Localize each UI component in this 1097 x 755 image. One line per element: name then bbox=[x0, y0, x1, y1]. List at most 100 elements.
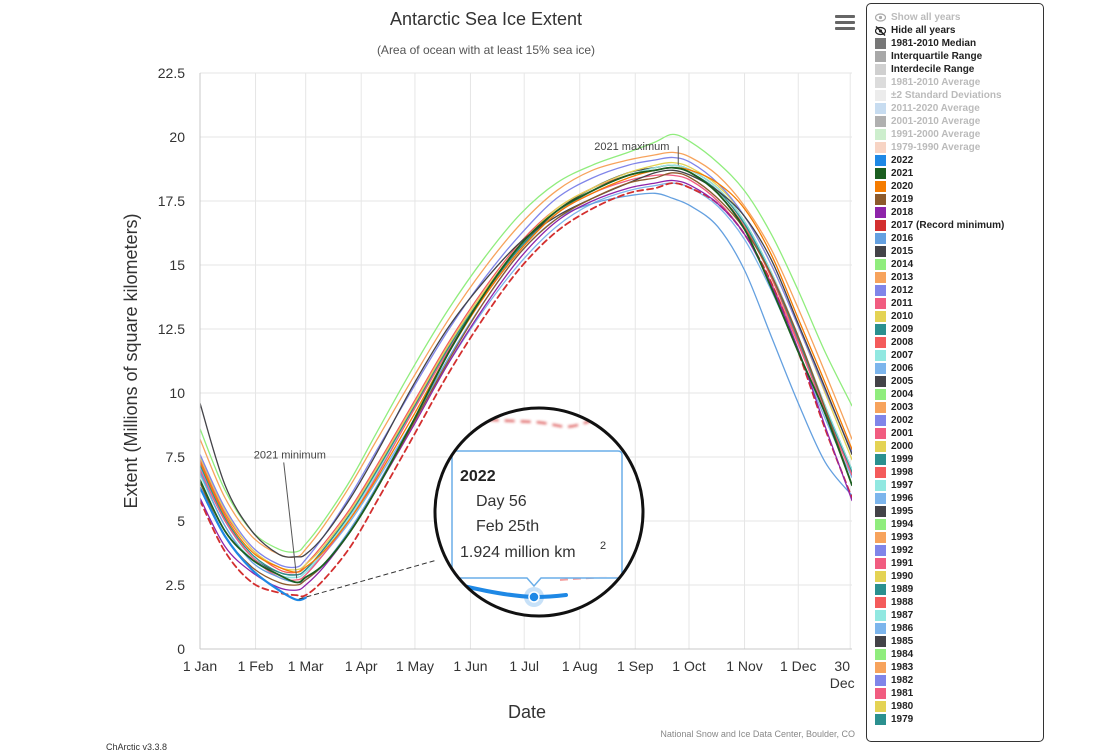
y-tick-label: 0 bbox=[177, 641, 185, 657]
legend-item[interactable]: 2022 bbox=[875, 154, 1043, 167]
legend-item[interactable]: 2004 bbox=[875, 388, 1043, 401]
zoom-content: 2022 Day 56 Feb 25th 1.924 million km 2 bbox=[435, 408, 643, 607]
x-tick-label: 1 Nov bbox=[726, 658, 763, 674]
legend-label: 2018 bbox=[891, 207, 914, 218]
legend-item[interactable]: 2017 (Record minimum) bbox=[875, 219, 1043, 232]
legend-label: 1979-1990 Average bbox=[891, 142, 981, 153]
legend-swatch bbox=[875, 155, 886, 166]
legend-label: 1981-2010 Average bbox=[891, 77, 981, 88]
legend-item[interactable]: 1979 bbox=[875, 713, 1043, 726]
legend-item[interactable]: 2005 bbox=[875, 375, 1043, 388]
legend-item[interactable]: 2013 bbox=[875, 271, 1043, 284]
legend-item[interactable]: 1981-2010 Average bbox=[875, 76, 1043, 89]
legend-item[interactable]: 1990 bbox=[875, 570, 1043, 583]
legend-item[interactable]: 1994 bbox=[875, 518, 1043, 531]
legend-swatch bbox=[875, 441, 886, 452]
legend-label: 1999 bbox=[891, 454, 914, 465]
legend-item[interactable]: 1995 bbox=[875, 505, 1043, 518]
legend-label: 1982 bbox=[891, 675, 914, 686]
legend-swatch bbox=[875, 51, 886, 62]
legend-item[interactable]: 1988 bbox=[875, 596, 1043, 609]
legend-item[interactable]: ±2 Standard Deviations bbox=[875, 89, 1043, 102]
tooltip-value-unit-sup: 2 bbox=[600, 540, 606, 552]
legend-item[interactable]: 1996 bbox=[875, 492, 1043, 505]
legend-label: 2000 bbox=[891, 441, 914, 452]
y-tick-label: 17.5 bbox=[158, 193, 185, 209]
legend-item[interactable]: 1998 bbox=[875, 466, 1043, 479]
legend-item[interactable]: 2020 bbox=[875, 180, 1043, 193]
legend-label: 2014 bbox=[891, 259, 914, 270]
menu-bar-line bbox=[835, 21, 855, 24]
zoom-point bbox=[528, 591, 540, 603]
legend-item[interactable]: 1985 bbox=[875, 635, 1043, 648]
legend-item[interactable]: 2007 bbox=[875, 349, 1043, 362]
legend-item[interactable]: 1979-1990 Average bbox=[875, 141, 1043, 154]
legend-label: 1984 bbox=[891, 649, 914, 660]
legend-item[interactable]: 2014 bbox=[875, 258, 1043, 271]
legend-item[interactable]: 1986 bbox=[875, 622, 1043, 635]
legend-item[interactable]: 2011-2020 Average bbox=[875, 102, 1043, 115]
legend-panel: Show all years Hide all years 1981-2010 … bbox=[866, 3, 1044, 742]
legend-item[interactable]: 1983 bbox=[875, 661, 1043, 674]
x-tick-label: 30 Dec bbox=[830, 658, 855, 691]
x-tick-label: 1 Apr bbox=[345, 658, 378, 674]
legend-swatch bbox=[875, 597, 886, 608]
legend-label: 1995 bbox=[891, 506, 914, 517]
legend-item[interactable]: 2001-2010 Average bbox=[875, 115, 1043, 128]
legend-item[interactable]: 2019 bbox=[875, 193, 1043, 206]
y-tick-label: 5 bbox=[177, 513, 185, 529]
legend-swatch bbox=[875, 519, 886, 530]
legend-item[interactable]: 2008 bbox=[875, 336, 1043, 349]
legend-item[interactable]: 2009 bbox=[875, 323, 1043, 336]
zoom-series-2017 bbox=[435, 408, 643, 428]
legend-swatch bbox=[875, 701, 886, 712]
legend-item[interactable]: 1999 bbox=[875, 453, 1043, 466]
legend-item[interactable]: 2016 bbox=[875, 232, 1043, 245]
legend-item[interactable]: 1982 bbox=[875, 674, 1043, 687]
legend-item[interactable]: 1993 bbox=[875, 531, 1043, 544]
legend-item[interactable]: 1984 bbox=[875, 648, 1043, 661]
legend-item[interactable]: 2001 bbox=[875, 427, 1043, 440]
legend-label: 1985 bbox=[891, 636, 914, 647]
legend-item[interactable]: 1981 bbox=[875, 687, 1043, 700]
show-all-years-toggle[interactable]: Show all years bbox=[875, 11, 1043, 24]
legend-item[interactable]: 1987 bbox=[875, 609, 1043, 622]
legend-item[interactable]: 1992 bbox=[875, 544, 1043, 557]
series-line-2020 bbox=[200, 167, 852, 573]
legend-item[interactable]: 1989 bbox=[875, 583, 1043, 596]
data-tooltip: 2022 Day 56 Feb 25th 1.924 million km 2 bbox=[451, 450, 623, 588]
legend-item[interactable]: 2011 bbox=[875, 297, 1043, 310]
legend-swatch bbox=[875, 675, 886, 686]
legend-item[interactable]: 1980 bbox=[875, 700, 1043, 713]
legend-item[interactable]: 2012 bbox=[875, 284, 1043, 297]
hide-all-years-toggle[interactable]: Hide all years bbox=[875, 24, 1043, 37]
legend-item[interactable]: 2006 bbox=[875, 362, 1043, 375]
legend-item[interactable]: 2000 bbox=[875, 440, 1043, 453]
legend-label: 1983 bbox=[891, 662, 914, 673]
legend-item[interactable]: 2015 bbox=[875, 245, 1043, 258]
legend-item[interactable]: 2003 bbox=[875, 401, 1043, 414]
legend-item[interactable]: 1997 bbox=[875, 479, 1043, 492]
legend-item[interactable]: Interquartile Range bbox=[875, 50, 1043, 63]
legend-label: 2019 bbox=[891, 194, 914, 205]
legend-item[interactable]: 2021 bbox=[875, 167, 1043, 180]
legend-swatch bbox=[875, 610, 886, 621]
legend-label: 1987 bbox=[891, 610, 914, 621]
chart-credits[interactable]: National Snow and Ice Data Center, Bould… bbox=[660, 729, 855, 739]
legend-swatch bbox=[875, 571, 886, 582]
hamburger-menu-icon[interactable] bbox=[835, 15, 855, 33]
legend-item[interactable]: Interdecile Range bbox=[875, 63, 1043, 76]
legend-label: 2011 bbox=[891, 298, 913, 309]
legend-label: 2005 bbox=[891, 376, 914, 387]
legend-item[interactable]: 1981-2010 Median bbox=[875, 37, 1043, 50]
legend-label: 2002 bbox=[891, 415, 914, 426]
legend-swatch bbox=[875, 129, 886, 140]
legend-swatch bbox=[875, 77, 886, 88]
legend-item[interactable]: 2018 bbox=[875, 206, 1043, 219]
x-tick-label: 1 May bbox=[396, 658, 434, 674]
legend-item[interactable]: 1991-2000 Average bbox=[875, 128, 1043, 141]
legend-item[interactable]: 1991 bbox=[875, 557, 1043, 570]
legend-item[interactable]: 2002 bbox=[875, 414, 1043, 427]
legend-label: 1991 bbox=[891, 558, 914, 569]
legend-item[interactable]: 2010 bbox=[875, 310, 1043, 323]
